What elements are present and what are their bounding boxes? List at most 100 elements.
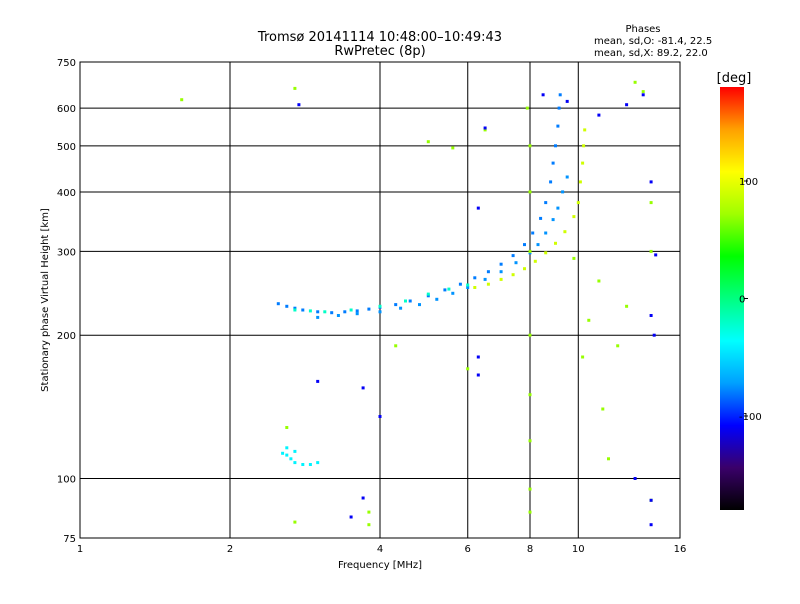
data-point (301, 308, 305, 312)
data-point (378, 415, 382, 418)
data-point (607, 457, 610, 461)
data-point (435, 297, 439, 301)
y-tick-label: 75 (63, 534, 76, 545)
data-point (466, 283, 470, 287)
data-point (649, 523, 653, 527)
colorbar-gradient (720, 87, 744, 510)
data-point (549, 180, 553, 184)
data-point (361, 496, 365, 500)
data-point (551, 218, 555, 222)
data-point (289, 457, 293, 461)
data-point (499, 270, 503, 274)
data-point (528, 249, 532, 253)
x-tick-label: 10 (572, 544, 585, 555)
data-point (528, 439, 532, 443)
data-point (625, 304, 629, 308)
data-point (565, 175, 569, 179)
data-point (316, 310, 320, 314)
x-tick-label: 2 (227, 544, 233, 555)
y-axis-label: Stationary phase Virtual Height [km] (40, 208, 51, 392)
data-point (293, 306, 297, 310)
data-point (473, 286, 477, 289)
data-point (582, 144, 586, 148)
y-tick-label: 500 (57, 142, 76, 153)
colorbar-ticks: 100 0 -100 (739, 177, 762, 423)
chart-title: Tromsø 20141114 10:48:00–10:49:43 (257, 30, 502, 45)
data-point (563, 230, 567, 234)
y-tick-label: 600 (57, 104, 76, 115)
data-points (180, 80, 658, 527)
data-point (528, 487, 532, 491)
grid-lines (80, 62, 680, 538)
data-point (308, 309, 312, 313)
data-point (514, 261, 518, 265)
x-tick-label: 6 (465, 544, 471, 555)
data-point (597, 113, 601, 117)
x-tick-label: 4 (377, 544, 383, 555)
plot-area: 1 2 4 6 8 10 16 75 100 200 300 400 500 600 750 (57, 58, 686, 555)
data-point (293, 520, 297, 524)
y-tick-label: 750 (57, 58, 76, 69)
data-point (308, 463, 312, 466)
data-point (293, 449, 297, 453)
data-point (541, 93, 545, 97)
y-tick-label: 100 (57, 475, 76, 486)
y-tick-label: 400 (57, 188, 76, 199)
colorbar-tick-label: 0 (739, 295, 745, 306)
data-point (399, 306, 403, 310)
y-tick-labels: 75 100 200 300 400 500 600 750 (57, 58, 76, 545)
x-tick-label: 1 (77, 544, 83, 555)
data-point (343, 310, 347, 314)
data-point (276, 302, 280, 306)
data-point (394, 303, 398, 307)
data-point (601, 407, 605, 411)
data-point (451, 291, 455, 295)
data-point (531, 231, 535, 235)
data-point (511, 254, 515, 258)
data-point (404, 299, 407, 303)
data-point (367, 510, 371, 514)
data-point (483, 277, 487, 281)
chart-subtitle: RwPretec (8p) (334, 44, 425, 59)
colorbar: [deg] 100 0 -100 (717, 71, 762, 510)
data-point (625, 103, 629, 107)
data-point (293, 86, 297, 90)
data-point (616, 344, 620, 348)
data-point (323, 310, 327, 314)
data-point (426, 294, 430, 298)
data-point (301, 463, 305, 466)
data-point (180, 98, 184, 102)
data-point (285, 426, 289, 429)
data-point (556, 124, 560, 128)
data-point (349, 308, 353, 312)
data-point (572, 256, 576, 260)
data-point (557, 106, 561, 110)
data-point (578, 180, 582, 184)
data-point (649, 180, 653, 184)
data-point (565, 99, 569, 103)
data-point (336, 314, 340, 317)
data-point (297, 103, 301, 107)
data-point (528, 393, 532, 397)
data-point (499, 277, 503, 281)
data-point (367, 523, 371, 527)
data-point (652, 333, 656, 337)
data-point (486, 282, 490, 286)
data-point (483, 126, 487, 130)
data-point (554, 241, 557, 245)
data-point (641, 93, 645, 97)
data-point (649, 498, 653, 502)
data-point (447, 287, 451, 291)
data-point (633, 80, 637, 84)
x-tick-labels: 1 2 4 6 8 10 16 (77, 544, 687, 555)
data-point (576, 201, 580, 205)
data-point (597, 279, 601, 283)
data-point (583, 128, 587, 132)
data-point (281, 451, 285, 455)
data-point (486, 270, 490, 274)
data-point (633, 477, 637, 480)
data-point (316, 379, 320, 383)
data-point (649, 249, 653, 253)
data-point (316, 315, 320, 319)
data-point (330, 311, 334, 315)
